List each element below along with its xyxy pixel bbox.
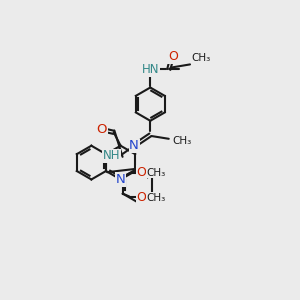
Text: O: O	[168, 50, 178, 63]
Text: HN: HN	[142, 63, 159, 76]
Text: N: N	[129, 139, 139, 152]
Text: CH₃: CH₃	[147, 168, 166, 178]
Text: NH: NH	[103, 149, 120, 162]
Text: N: N	[116, 173, 125, 186]
Text: O: O	[96, 123, 107, 136]
Text: CH₃: CH₃	[172, 136, 191, 146]
Text: CH₃: CH₃	[191, 53, 211, 63]
Text: CH₃: CH₃	[147, 193, 166, 202]
Text: O: O	[136, 191, 146, 204]
Text: O: O	[136, 166, 146, 179]
